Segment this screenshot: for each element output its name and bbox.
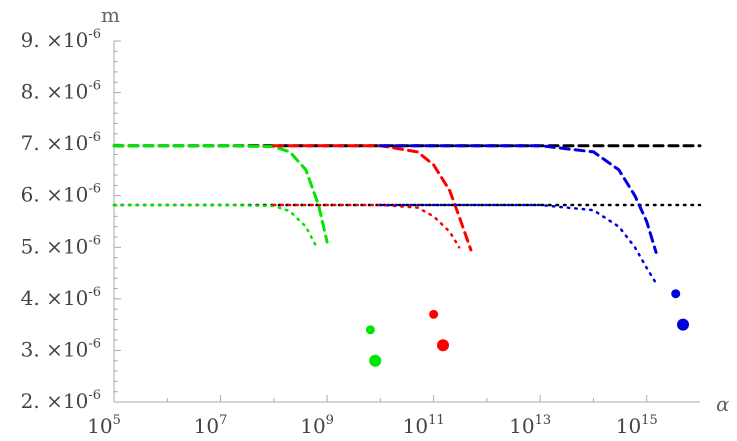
y-tick-label: 7. ×10-6 bbox=[21, 130, 101, 155]
y-tick-label: 5. ×10-6 bbox=[21, 233, 101, 258]
x-axis-ticks: 105 107 109 1011 1013 1015 bbox=[87, 395, 658, 438]
x-tick-label: 105 bbox=[87, 413, 121, 438]
series-curve-dotted bbox=[272, 203, 461, 249]
x-tick-label: 1011 bbox=[403, 413, 445, 438]
data-point bbox=[437, 339, 450, 352]
y-tick-label: 9. ×10-6 bbox=[21, 27, 101, 52]
y-axis-ticks: 2. ×10-6 3. ×10-6 4. ×10-6 5. ×10-6 6. ×10-6… bbox=[21, 27, 121, 413]
data-point bbox=[429, 309, 439, 319]
y-tick-label: 2. ×10-6 bbox=[21, 388, 101, 413]
data-points bbox=[365, 289, 690, 367]
series-curve-dashed bbox=[272, 144, 473, 252]
data-point bbox=[365, 325, 375, 335]
y-tick-label: 3. ×10-6 bbox=[21, 336, 101, 361]
axes: 105 107 109 1011 1013 1015 2. ×10-6 3. ×10-6 4.… bbox=[21, 27, 700, 438]
data-point bbox=[369, 354, 382, 367]
reference-lines bbox=[112, 144, 702, 207]
y-tick-label: 4. ×10-6 bbox=[21, 285, 101, 310]
series-curve-dashed bbox=[112, 144, 329, 244]
series-curve-dashed bbox=[378, 144, 658, 254]
x-axis-title: α bbox=[716, 392, 730, 416]
data-point bbox=[677, 318, 690, 331]
series-curve-dotted bbox=[379, 203, 658, 285]
data-point bbox=[671, 289, 681, 299]
x-tick-label: 1013 bbox=[509, 413, 551, 438]
x-tick-label: 1015 bbox=[616, 413, 658, 438]
x-tick-label: 109 bbox=[300, 413, 334, 438]
series-curve-dotted bbox=[112, 203, 317, 246]
y-axis-title: m bbox=[101, 3, 120, 27]
y-tick-label: 8. ×10-6 bbox=[21, 79, 101, 104]
series-lines bbox=[112, 144, 658, 285]
y-tick-label: 6. ×10-6 bbox=[21, 182, 101, 207]
x-tick-label: 107 bbox=[194, 413, 228, 438]
